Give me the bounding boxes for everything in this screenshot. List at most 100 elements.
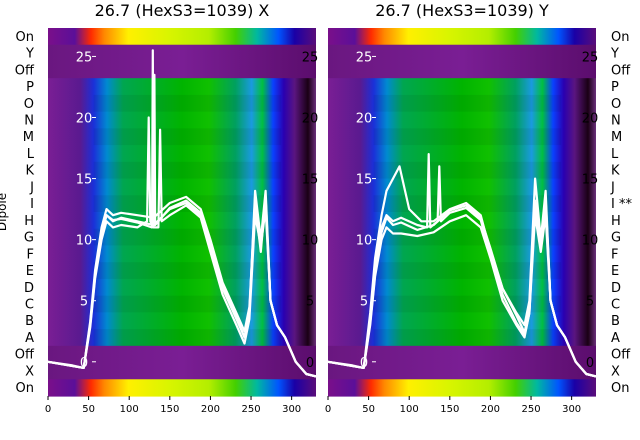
heatmap-shade — [93, 228, 282, 246]
heatmap-row — [328, 245, 596, 263]
heatmap-row — [328, 212, 596, 230]
overlay-tick-label: 10 — [76, 234, 93, 249]
row-label: I ** — [611, 197, 632, 212]
overlay-tick-label-right: 0 — [306, 356, 314, 371]
row-label: L — [27, 147, 35, 162]
heatmap-shade — [373, 128, 562, 146]
row-label: K — [25, 164, 34, 179]
row-label: L — [611, 147, 619, 162]
heatmap-row — [328, 329, 596, 347]
heatmap-row — [48, 329, 316, 347]
x-tick-label: 0 — [45, 404, 51, 415]
heatmap-row — [328, 278, 596, 297]
row-label: K — [611, 164, 620, 179]
x-tick-label: 50 — [82, 404, 95, 415]
heatmap-row — [328, 61, 596, 79]
overlay-tick-label-right: 5 — [306, 295, 314, 310]
heatmap-shade — [373, 161, 562, 179]
overlay-tick-label-right: 20 — [302, 112, 319, 127]
heatmap-row — [48, 278, 316, 297]
heatmap-row — [48, 94, 316, 113]
overlay-tick-label: 15 — [76, 173, 93, 188]
heatmap-row — [48, 28, 316, 46]
heatmap-row — [48, 145, 316, 163]
row-label: A — [611, 331, 620, 346]
row-label: Off — [611, 348, 631, 363]
heatmap-shade — [93, 161, 282, 179]
heatmap-row — [48, 245, 316, 263]
heatmap-row — [328, 345, 596, 364]
row-label: N — [24, 114, 34, 129]
heatmap-shade — [93, 262, 282, 279]
row-label: I — [30, 197, 34, 212]
x-tick-label: 200 — [201, 404, 220, 415]
row-label: M — [23, 130, 34, 145]
heatmap-row — [328, 111, 596, 129]
overlay-tick-label-right: 20 — [582, 112, 599, 127]
overlay-tick-label-right: 10 — [582, 234, 599, 249]
row-label: C — [611, 298, 620, 313]
heatmap-row — [328, 78, 596, 96]
overlay-tick-label: 15 — [356, 173, 373, 188]
x-tick-label: 150 — [160, 404, 179, 415]
y-axis-label: Dipole — [0, 193, 9, 231]
x-tick-label: 0 — [325, 404, 331, 415]
overlay-tick-label: 5 — [80, 295, 88, 310]
heatmap-shade — [93, 329, 282, 346]
heatmap-row — [328, 178, 596, 196]
row-label: O — [611, 97, 621, 112]
overlay-tick-label: 20 — [76, 112, 93, 127]
overlay-tick-label-right: 15 — [302, 173, 319, 188]
overlay-tick-label-right: 0 — [586, 356, 594, 371]
heatmap-row — [48, 228, 316, 247]
x-tick-label: 250 — [521, 404, 540, 415]
heatmap-shade — [93, 128, 282, 146]
overlay-tick-label: 10 — [356, 234, 373, 249]
x-tick-label: 250 — [241, 404, 260, 415]
heatmap-row — [48, 44, 316, 63]
row-label: On — [16, 381, 34, 396]
row-label: Off — [15, 63, 35, 78]
heatmap-shade — [93, 295, 282, 313]
row-label: Off — [15, 348, 35, 363]
heatmap-row — [48, 61, 316, 79]
row-label: On — [611, 30, 629, 45]
row-label: J — [610, 180, 615, 195]
row-label: P — [611, 80, 619, 95]
row-label: E — [611, 264, 619, 279]
heatmap-shade — [373, 329, 562, 346]
row-label: C — [25, 298, 34, 313]
heatmap-row — [48, 362, 316, 380]
x-tick-label: 300 — [282, 404, 301, 415]
row-label: X — [25, 364, 34, 379]
heatmap-row — [48, 178, 316, 196]
row-label: On — [611, 381, 629, 396]
heatmap-row — [328, 262, 596, 280]
trace-line — [47, 49, 317, 378]
heatmap-row — [48, 345, 316, 364]
row-label: N — [611, 114, 621, 129]
row-label: G — [24, 231, 34, 246]
heatmap-shade — [373, 295, 562, 313]
x-tick-label: 50 — [362, 404, 375, 415]
row-label: B — [25, 314, 34, 329]
heatmap-row — [48, 161, 316, 180]
overlay-tick-label: 5 — [360, 295, 368, 310]
row-label: F — [611, 247, 618, 262]
heatmap-shade — [373, 94, 562, 112]
heatmap-row — [328, 379, 596, 397]
overlay-tick-label-right: 25 — [582, 50, 599, 65]
heatmap-row — [328, 145, 596, 163]
row-label: P — [26, 80, 34, 95]
heatmap-row — [328, 128, 596, 146]
row-label: X — [611, 364, 620, 379]
heatmap-row — [48, 111, 316, 129]
row-label: H — [24, 214, 34, 229]
trace-line — [327, 197, 597, 378]
row-label: G — [611, 231, 621, 246]
row-label: A — [25, 331, 34, 346]
heatmap-row — [328, 94, 596, 113]
